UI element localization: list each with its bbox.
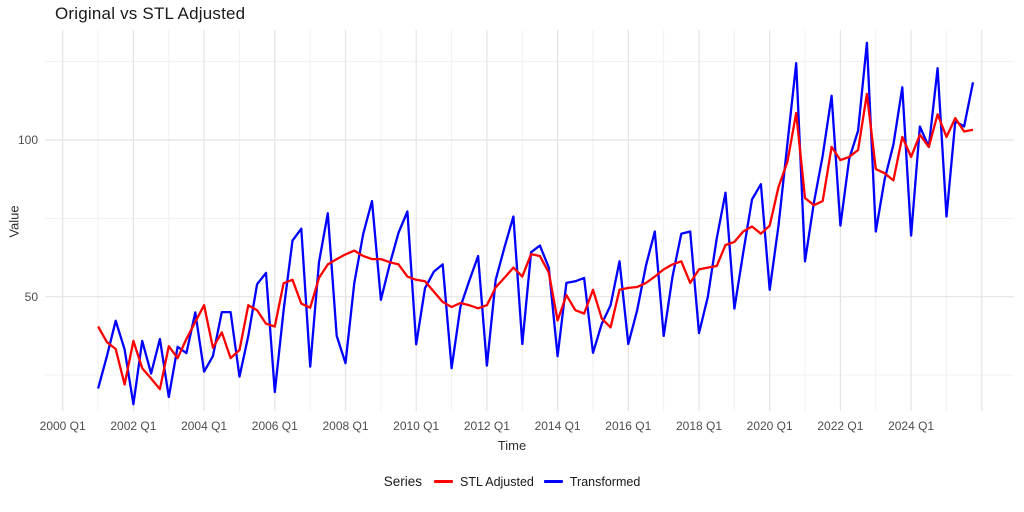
y-tick-50: 50 bbox=[24, 290, 38, 304]
legend-title: Series bbox=[383, 474, 422, 489]
x-tick-2006: 2006 Q1 bbox=[251, 419, 298, 433]
legend-key-line-icon bbox=[543, 480, 563, 483]
x-tick-2018: 2018 Q1 bbox=[675, 419, 723, 433]
legend-item-stl-adjusted: STL Adjusted bbox=[433, 474, 534, 489]
legend-item-label: STL Adjusted bbox=[459, 474, 534, 489]
x-tick-2024: 2024 Q1 bbox=[888, 419, 935, 433]
series-line-transformed bbox=[96, 41, 975, 406]
x-tick-2020: 2020 Q1 bbox=[746, 419, 793, 433]
legend-item-label: Transformed bbox=[569, 474, 641, 489]
chart-title: Original vs STL Adjusted bbox=[55, 4, 246, 23]
x-tick-2002: 2002 Q1 bbox=[110, 419, 157, 433]
y-axis-tick-labels: 100 50 bbox=[0, 0, 38, 460]
x-tick-2012: 2012 Q1 bbox=[463, 419, 510, 433]
y-tick-100: 100 bbox=[17, 133, 38, 147]
x-tick-2022: 2022 Q1 bbox=[817, 419, 864, 433]
x-axis-title: Time bbox=[497, 438, 527, 453]
legend: Series STL Adjusted Transformed bbox=[0, 474, 1024, 489]
legend-item-transformed: Transformed bbox=[543, 474, 641, 489]
legend-key-line-icon bbox=[433, 480, 453, 483]
series-line-stl-adjusted bbox=[97, 92, 974, 391]
x-tick-2004: 2004 Q1 bbox=[181, 419, 228, 433]
x-tick-2008: 2008 Q1 bbox=[322, 419, 369, 433]
x-tick-2016: 2016 Q1 bbox=[605, 419, 652, 433]
x-tick-2010: 2010 Q1 bbox=[393, 419, 440, 433]
x-tick-2014: 2014 Q1 bbox=[534, 419, 581, 433]
x-tick-2000: 2000 Q1 bbox=[39, 419, 86, 433]
